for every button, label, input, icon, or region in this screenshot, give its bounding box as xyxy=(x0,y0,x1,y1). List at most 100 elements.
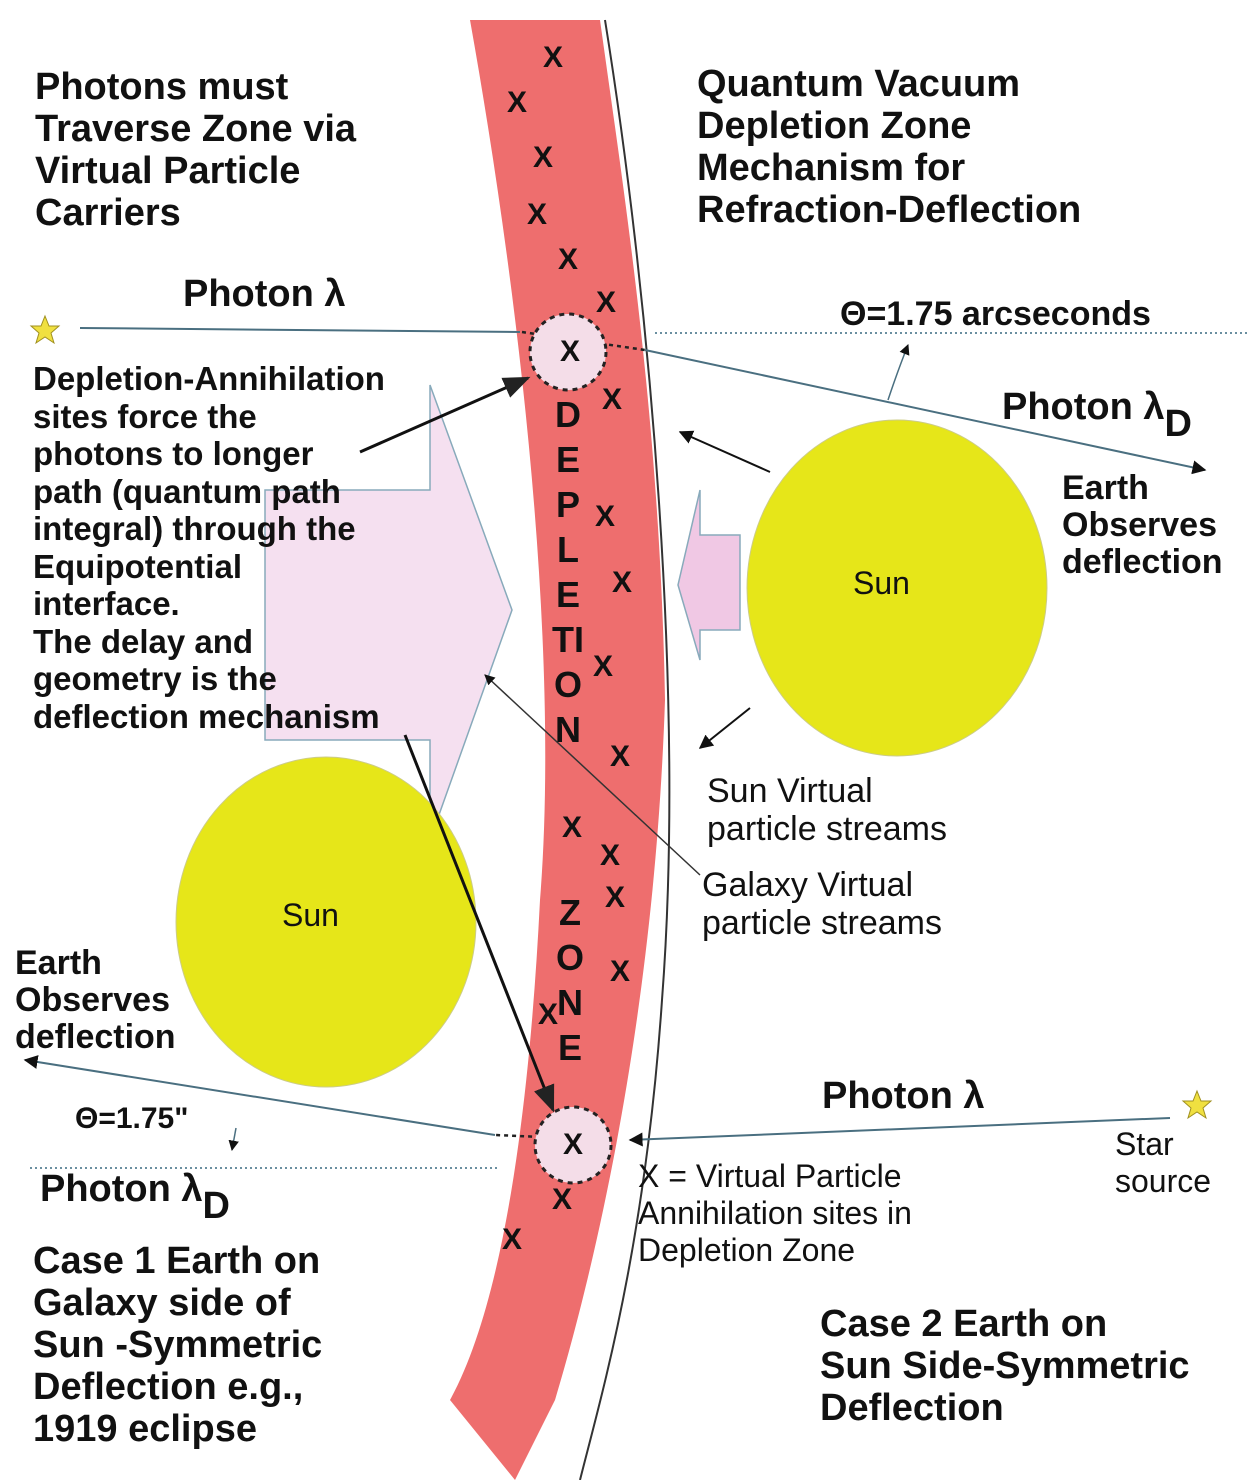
text-line: Observes xyxy=(1062,506,1217,544)
annihilation-marker: X xyxy=(595,286,617,319)
annihilation-marker: X xyxy=(501,1223,523,1256)
angle-pointer xyxy=(887,344,910,401)
annihilation-site xyxy=(528,312,608,392)
annihilation-marker: X xyxy=(542,41,564,74)
left-heading: Photons must Traverse Zone via Virtual P… xyxy=(35,66,356,234)
text-line: Traverse Zone via xyxy=(35,108,357,150)
equipotential-line xyxy=(579,19,671,1480)
annihilation-marker: X xyxy=(599,839,621,872)
text-line: deflection xyxy=(1062,543,1223,581)
text-line: Deflection e.g., xyxy=(33,1366,304,1408)
star xyxy=(1181,1089,1213,1120)
annihilation-marker: X xyxy=(604,881,626,914)
annihilation-marker: X xyxy=(592,650,614,683)
pointer-arrow xyxy=(698,707,751,749)
pointer-arrow xyxy=(678,430,771,473)
text-line: path (quantum path xyxy=(33,472,341,510)
photon-label: Photon λ xyxy=(183,273,346,315)
text-line: particle streams xyxy=(702,904,942,942)
angle-label: Θ=1.75 arcseconds xyxy=(840,295,1151,333)
angle-pointer xyxy=(228,1127,239,1152)
photon-path xyxy=(23,1055,496,1136)
annihilation-marker: X xyxy=(551,1183,573,1216)
text-line: X = Virtual Particle xyxy=(638,1158,902,1194)
annihilation-marker: X xyxy=(594,500,616,533)
text-line: Star xyxy=(1115,1126,1174,1162)
text-line: 1919 eclipse xyxy=(33,1408,257,1450)
depletion-zone-band xyxy=(450,20,665,1480)
photon-subscript: D xyxy=(202,1185,230,1228)
case-note: Case 1 Earth on Galaxy side of Sun -Symm… xyxy=(33,1240,322,1450)
annihilation-marker: X xyxy=(537,998,559,1031)
photon-text: Photon λ xyxy=(1002,386,1165,428)
text-line: sites force the xyxy=(33,397,257,435)
star-note: Star source xyxy=(1115,1126,1211,1200)
photon-path xyxy=(79,327,521,333)
photon-label: Photon λ xyxy=(822,1075,985,1117)
annihilation-marker: X xyxy=(561,811,583,844)
text-line: photons to longer xyxy=(33,435,314,472)
text-line: Galaxy Virtual xyxy=(702,866,914,904)
stream-note: Galaxy Virtual particle streams xyxy=(702,866,942,942)
text-line: Photons must xyxy=(35,66,289,108)
annihilation-site xyxy=(533,1105,613,1185)
text-line: Equipotential xyxy=(33,547,242,585)
pointer-arrow xyxy=(359,376,531,454)
text-line: Depletion-Annihilation xyxy=(33,360,385,397)
annihilation-marker: X xyxy=(526,198,548,231)
zone-label: DEPLETION xyxy=(552,394,584,750)
photon-text: Photon λ xyxy=(40,1168,203,1210)
photon-path xyxy=(628,1117,1171,1147)
text-line: integral) through the xyxy=(33,510,356,547)
text-line: particle streams xyxy=(707,810,947,848)
text-line: Earth xyxy=(15,944,102,982)
text-line: Virtual Particle xyxy=(35,150,301,192)
text-line: Depletion Zone xyxy=(697,105,972,147)
text-line: Case 2 Earth on xyxy=(820,1303,1108,1345)
text-line: geometry is the xyxy=(33,660,277,697)
sun-label: Sun xyxy=(853,565,910,601)
stream-note: Sun Virtual particle streams xyxy=(707,772,947,848)
text-line: Refraction-Deflection xyxy=(697,189,1082,231)
text-line: Galaxy side of xyxy=(33,1282,291,1324)
text-line: Earth xyxy=(1062,469,1149,507)
pointer-arrow xyxy=(403,734,555,1113)
photon-label: Photon λD xyxy=(1002,386,1192,446)
annihilation-marker: X xyxy=(609,740,631,773)
text-line: Depletion Zone xyxy=(638,1232,856,1268)
star xyxy=(29,314,61,345)
text-line: The delay and xyxy=(33,622,254,660)
sun-left xyxy=(175,756,477,1088)
observer-note: Earth Observes deflection xyxy=(15,945,176,1056)
text-line: Case 1 Earth on xyxy=(33,1240,321,1282)
sun-stream-arrow xyxy=(677,489,741,661)
annihilation-marker: X xyxy=(562,1128,584,1161)
photon-label: Photon λD xyxy=(40,1168,230,1228)
sun-label: Sun xyxy=(282,897,339,933)
case-note: Case 2 Earth on Sun Side-Symmetric Defle… xyxy=(820,1303,1190,1429)
text-line: Quantum Vacuum xyxy=(697,63,1021,105)
title: Quantum Vacuum Depletion Zone Mechanism … xyxy=(697,63,1081,231)
annihilation-marker: X xyxy=(601,383,623,416)
text-line: Sun Side-Symmetric xyxy=(820,1345,1190,1387)
text-line: deflection mechanism xyxy=(33,697,380,735)
text-line: Mechanism for xyxy=(697,147,966,189)
galaxy-stream-arrow xyxy=(264,384,513,841)
photon-subscript: D xyxy=(1164,403,1192,446)
annihilation-marker: X xyxy=(532,141,554,174)
text-line: Carriers xyxy=(35,192,181,234)
text-line: Annihilation sites in xyxy=(638,1195,912,1231)
text-line: interface. xyxy=(33,585,180,622)
zone-label: ZONE xyxy=(555,892,584,1068)
annihilation-marker: X xyxy=(609,955,631,988)
annihilation-marker: X xyxy=(559,335,581,368)
text-line: Observes xyxy=(15,981,170,1019)
mechanism-note: Depletion-Annihilation sites force the p… xyxy=(33,360,385,735)
pointer-arrow xyxy=(484,674,701,876)
marker-legend: X = Virtual Particle Annihilation sites … xyxy=(638,1158,912,1269)
sun-right xyxy=(746,419,1048,757)
text-line: Sun Virtual xyxy=(707,772,873,810)
annihilation-marker: X xyxy=(557,243,579,276)
